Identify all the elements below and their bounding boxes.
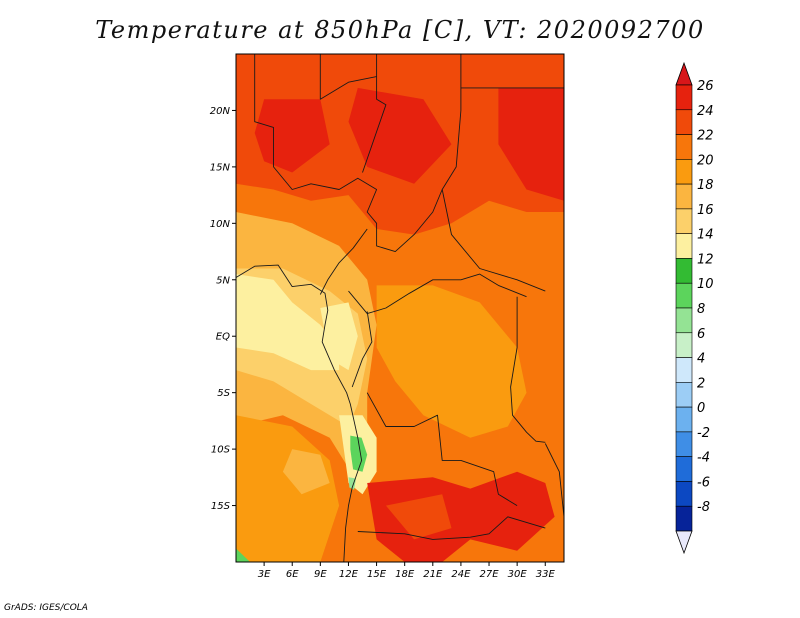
- colorbar-label: -2: [697, 426, 710, 441]
- lon-tick-label: 30E: [508, 569, 528, 580]
- colorbar-swatch: [675, 233, 693, 259]
- lon-tick-label: 33E: [536, 569, 556, 580]
- colorbar-swatch: [675, 382, 693, 408]
- colorbar-label: 24: [697, 104, 714, 119]
- colorbar-top-cap: [675, 61, 693, 86]
- lon-tick-label: 9E: [314, 569, 327, 580]
- boundary-line: [357, 516, 546, 540]
- lat-tick-label: 5S: [217, 388, 230, 399]
- lon-tick-label: 21E: [423, 569, 443, 580]
- colorbar-label: 26: [697, 79, 714, 94]
- boundary-line: [319, 228, 368, 295]
- colorbar-swatch: [675, 183, 693, 210]
- lon-tick-label: 18E: [395, 569, 415, 580]
- colorbar-label: 0: [697, 401, 705, 416]
- map-panel: [235, 53, 565, 563]
- colorbar-swatch: [675, 109, 693, 135]
- colorbar-swatch: [675, 84, 693, 111]
- boundary-line: [348, 273, 527, 315]
- field-south-22-24: [385, 494, 452, 540]
- colorbar-label: -4: [697, 451, 710, 466]
- lat-tick-label: 20N: [210, 106, 231, 117]
- colorbar-swatch: [675, 505, 693, 532]
- colorbar-label: 12: [697, 252, 714, 267]
- field-sw-20-22: [236, 415, 340, 562]
- boundary-line: [441, 189, 546, 292]
- field-highland-10-12: [348, 477, 356, 490]
- lon-tick-label: 15E: [367, 569, 387, 580]
- colorbar-label: 20: [697, 153, 714, 168]
- map-frame: [235, 53, 565, 563]
- colorbar-label: 4: [697, 352, 705, 367]
- temperature-field: [236, 54, 564, 562]
- lat-tick-label: EQ: [216, 332, 230, 343]
- field-sw-18-20: [282, 449, 330, 495]
- colorbar-label: 22: [697, 129, 714, 144]
- boundary-line: [319, 54, 377, 100]
- colorbar-swatch: [675, 431, 693, 457]
- lat-tick-label: 15S: [211, 501, 231, 512]
- colorbar-label: 14: [697, 228, 714, 243]
- axis-labels: 20N 15N 10N 5N EQ 5S 10S 15S 3E 6E 9E 12E 15E 18E 21E 2…: [210, 106, 556, 580]
- boundary-line: [351, 311, 373, 388]
- colorbar-label: 2: [697, 376, 705, 391]
- grads-credit: GrADS: IGES/COLA: [4, 603, 88, 613]
- colorbar-swatch: [675, 282, 693, 309]
- colorbar-swatch: [675, 159, 693, 185]
- field-highland-12-14: [350, 435, 368, 472]
- colorbar-swatch: [675, 307, 693, 334]
- field-gabon-14-16: [320, 302, 358, 371]
- lat-tick-label: 10N: [210, 219, 231, 230]
- lon-tick-label: 27E: [480, 569, 500, 580]
- field-basin-20-22: [376, 285, 527, 438]
- field-corner-12-14: [236, 548, 251, 562]
- lat-tick-label: 15N: [210, 162, 231, 173]
- lat-tick-label: 5N: [216, 275, 230, 286]
- colorbar-label: 18: [697, 178, 714, 193]
- colorbar-label: 6: [697, 327, 705, 342]
- boundary-line: [366, 392, 518, 506]
- colorbar-swatch: [675, 357, 693, 383]
- colorbar-swatch: [675, 332, 693, 358]
- colorbar-label: 16: [697, 203, 714, 218]
- colorbar-label: -6: [697, 475, 710, 490]
- field-cool-14-16: [236, 274, 340, 371]
- lon-tick-label: 24E: [451, 569, 471, 580]
- field-north-hot-3: [498, 87, 564, 201]
- lon-tick-label: 12E: [339, 569, 359, 580]
- lon-tick-label: 3E: [258, 569, 271, 580]
- colorbar-label: 8: [697, 302, 705, 317]
- colorbar-swatch: [675, 456, 693, 482]
- colorbar-label: 10: [697, 277, 714, 292]
- colorbar-swatch: [675, 208, 693, 234]
- colorbar-swatch: [675, 406, 693, 433]
- boundary-line: [510, 296, 546, 443]
- boundary-line: [236, 264, 363, 562]
- lon-tick-label: 6E: [286, 569, 299, 580]
- colorbar-label: -8: [697, 500, 710, 515]
- field-north-hot-2: [348, 87, 452, 184]
- lat-tick-label: 10S: [211, 445, 231, 456]
- map-title: Temperature at 850hPa [C], VT: 202009270…: [95, 16, 705, 44]
- colorbar-swatch: [675, 134, 693, 160]
- boundary-line: [544, 443, 564, 517]
- colorbar-swatch: [675, 258, 693, 284]
- colorbar-swatch: [675, 481, 693, 507]
- colorbar-bottom-cap: [675, 530, 693, 555]
- field-south-24-26: [367, 471, 555, 562]
